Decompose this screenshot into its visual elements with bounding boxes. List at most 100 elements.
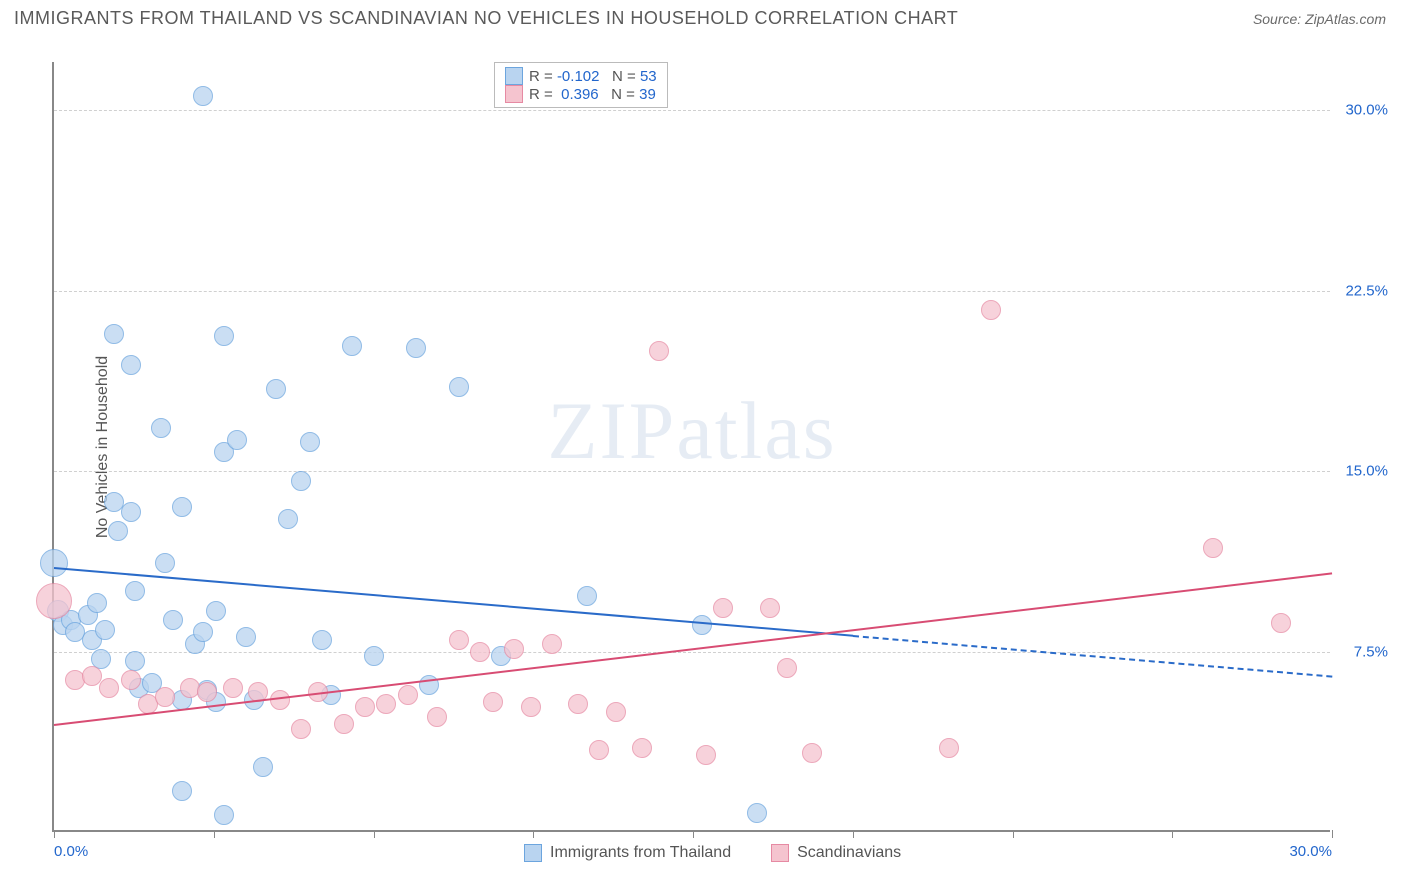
bottom-legend: Immigrants from Thailand Scandinavians (524, 844, 901, 862)
chart-title: IMMIGRANTS FROM THAILAND VS SCANDINAVIAN… (14, 8, 958, 29)
chart-source: Source: ZipAtlas.com (1253, 11, 1386, 27)
grid-line (54, 652, 1330, 653)
legend-stats-row: R = 0.396 N = 39 (505, 85, 657, 103)
scatter-point (87, 593, 107, 613)
scatter-point (364, 646, 384, 666)
scatter-point (542, 634, 562, 654)
scatter-point (504, 639, 524, 659)
grid-line (54, 110, 1330, 111)
scatter-point (155, 687, 175, 707)
y-tick-label: 7.5% (1354, 643, 1388, 660)
grid-line (54, 291, 1330, 292)
y-tick-label: 15.0% (1345, 463, 1388, 480)
legend-label: Scandinavians (797, 844, 901, 862)
legend-swatch (505, 85, 523, 103)
scatter-point (427, 707, 447, 727)
legend-stats-text: R = 0.396 N = 39 (529, 86, 656, 103)
scatter-point (300, 432, 320, 452)
scatter-point (214, 326, 234, 346)
bottom-legend-item: Immigrants from Thailand (524, 844, 731, 862)
scatter-point (355, 697, 375, 717)
plot-area: ZIPatlas 7.5%15.0%22.5%30.0%0.0%30.0%R =… (52, 62, 1330, 832)
scatter-point (291, 719, 311, 739)
scatter-point (981, 300, 1001, 320)
scatter-point (95, 620, 115, 640)
legend-stats-box: R = -0.102 N = 53R = 0.396 N = 39 (494, 62, 668, 108)
trend-line (54, 572, 1332, 726)
scatter-point (632, 738, 652, 758)
legend-stats-row: R = -0.102 N = 53 (505, 67, 657, 85)
scatter-point (172, 497, 192, 517)
y-tick-label: 30.0% (1345, 102, 1388, 119)
source-value: ZipAtlas.com (1305, 11, 1386, 27)
scatter-point (104, 324, 124, 344)
scatter-point (163, 610, 183, 630)
scatter-point (606, 702, 626, 722)
trend-line (853, 635, 1332, 678)
chart-container: No Vehicles in Household ZIPatlas 7.5%15… (52, 62, 1390, 832)
scatter-point (227, 430, 247, 450)
x-tick (54, 830, 55, 838)
scatter-point (172, 781, 192, 801)
x-tick (1013, 830, 1014, 838)
scatter-point (521, 697, 541, 717)
x-tick (1172, 830, 1173, 838)
scatter-point (696, 745, 716, 765)
scatter-point (223, 678, 243, 698)
scatter-point (236, 627, 256, 647)
x-tick (1332, 830, 1333, 838)
source-label: Source: (1253, 11, 1305, 27)
scatter-point (312, 630, 332, 650)
scatter-point (1203, 538, 1223, 558)
x-tick-label: 0.0% (54, 843, 88, 860)
x-tick (214, 830, 215, 838)
scatter-point (121, 502, 141, 522)
watermark: ZIPatlas (547, 384, 836, 478)
scatter-point (777, 658, 797, 678)
scatter-point (449, 377, 469, 397)
scatter-point (108, 521, 128, 541)
scatter-point (470, 642, 490, 662)
scatter-point (577, 586, 597, 606)
scatter-point (760, 598, 780, 618)
scatter-point (483, 692, 503, 712)
scatter-point (197, 682, 217, 702)
x-tick (533, 830, 534, 838)
scatter-point (40, 549, 68, 577)
scatter-point (406, 338, 426, 358)
x-tick (693, 830, 694, 838)
scatter-point (692, 615, 712, 635)
scatter-point (334, 714, 354, 734)
scatter-point (214, 805, 234, 825)
bottom-legend-item: Scandinavians (771, 844, 901, 862)
scatter-point (121, 670, 141, 690)
scatter-point (193, 622, 213, 642)
scatter-point (649, 341, 669, 361)
legend-swatch (505, 67, 523, 85)
scatter-point (291, 471, 311, 491)
chart-header: IMMIGRANTS FROM THAILAND VS SCANDINAVIAN… (0, 0, 1406, 33)
scatter-point (568, 694, 588, 714)
scatter-point (939, 738, 959, 758)
x-tick (374, 830, 375, 838)
y-tick-label: 22.5% (1345, 282, 1388, 299)
scatter-point (155, 553, 175, 573)
scatter-point (342, 336, 362, 356)
scatter-point (151, 418, 171, 438)
scatter-point (376, 694, 396, 714)
x-tick-label: 30.0% (1289, 843, 1332, 860)
scatter-point (747, 803, 767, 823)
legend-stats-text: R = -0.102 N = 53 (529, 68, 657, 85)
scatter-point (36, 583, 72, 619)
scatter-point (449, 630, 469, 650)
scatter-point (253, 757, 273, 777)
scatter-point (278, 509, 298, 529)
scatter-point (266, 379, 286, 399)
scatter-point (1271, 613, 1291, 633)
scatter-point (125, 581, 145, 601)
scatter-point (99, 678, 119, 698)
scatter-point (589, 740, 609, 760)
scatter-point (398, 685, 418, 705)
scatter-point (206, 601, 226, 621)
legend-swatch (524, 844, 542, 862)
